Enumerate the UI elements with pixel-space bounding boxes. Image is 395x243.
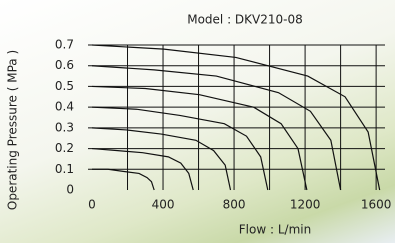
y-tick-label: 0.2 (55, 141, 74, 155)
y-tick-label: 0.6 (55, 58, 74, 72)
x-tick-label: 1200 (290, 198, 321, 212)
x-tick-label: 400 (152, 198, 175, 212)
chart-title: Model : DKV210-08 (187, 13, 303, 27)
y-tick-label: 0.5 (55, 79, 74, 93)
x-axis-label: Flow : L/min (239, 223, 311, 237)
pressure-curve (92, 86, 307, 190)
y-tick-label: 0 (66, 183, 74, 197)
y-tick-label: 0.1 (55, 162, 74, 176)
chart: Model : DKV210-08 Flow : L/min Operating… (0, 0, 395, 243)
y-axis-label: Operating Pressure ( MPa ) (6, 50, 20, 210)
pressure-curve (92, 128, 231, 190)
y-tick-label: 0.7 (55, 38, 74, 52)
y-tick-label: 0.3 (55, 120, 74, 134)
x-tick-label: 0 (88, 198, 96, 212)
page: Model : DKV210-08 Flow : L/min Operating… (0, 0, 395, 243)
y-tick-label: 0.4 (55, 100, 74, 114)
x-tick-label: 800 (223, 198, 246, 212)
x-tick-label: 1600 (361, 198, 392, 212)
pressure-curve (92, 169, 154, 190)
